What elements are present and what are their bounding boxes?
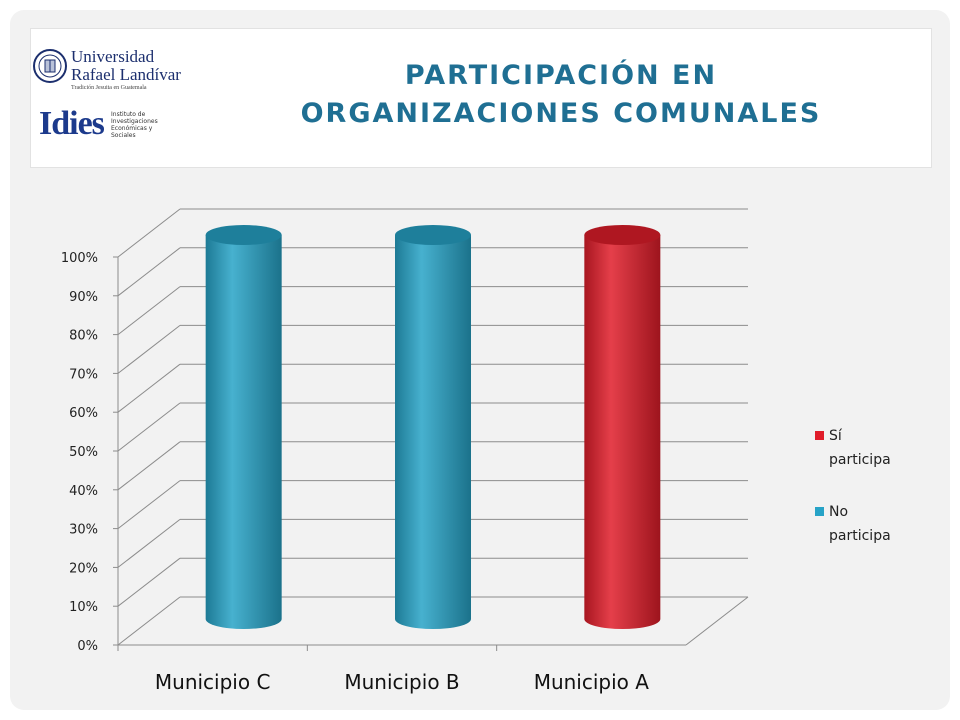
university-seal-icon	[33, 49, 67, 83]
y-tick-label: 80%	[69, 329, 98, 344]
legend-label-line2: participa	[829, 452, 891, 468]
legend-swatch	[815, 431, 824, 440]
idies-wordmark: Idies	[39, 105, 105, 142]
bar-top	[584, 225, 661, 245]
bar-municipio-c	[205, 225, 282, 629]
bar-municipio-b	[395, 225, 471, 629]
slide-title-line1: PARTICIPACIÓN EN	[404, 60, 718, 91]
y-tick-label: 10%	[69, 600, 98, 615]
bar-body	[584, 235, 661, 629]
gridline-100%	[117, 208, 748, 258]
bar-body	[205, 235, 282, 629]
x-tick-label: Municipio B	[344, 670, 459, 694]
legend-label-line1: No	[829, 504, 848, 520]
floor-right-edge	[685, 596, 749, 646]
universidad-logo: Universidad Rafael Landívar Tradición Je…	[33, 43, 181, 93]
slide-title-line2: ORGANIZACIONES COMUNALES	[300, 98, 822, 129]
gridline-depth	[117, 286, 181, 335]
y-tick-label: 70%	[69, 367, 98, 382]
gridline-depth	[117, 480, 181, 529]
gridline-depth	[117, 596, 181, 646]
gridline-depth	[117, 441, 181, 491]
bar-body	[395, 235, 471, 629]
gridline-depth	[117, 247, 181, 297]
gridline-depth	[117, 363, 181, 413]
legend-label-line2: participa	[829, 528, 891, 544]
legend-item-no-participa: No participa	[815, 504, 891, 544]
idies-subtitle: Instituto de Investigaciones Económicas …	[111, 111, 158, 139]
gridline-depth	[117, 325, 181, 374]
y-tick-label: 30%	[69, 523, 98, 538]
legend-label-line1: Sí	[829, 428, 843, 444]
y-tick-label: 90%	[69, 290, 98, 305]
gridline-depth	[117, 402, 181, 452]
logo-area: Universidad Rafael Landívar Tradición Je…	[33, 43, 181, 153]
y-tick-label: 60%	[69, 406, 98, 421]
university-name-line1: Universidad	[71, 47, 155, 66]
y-tick-label: 0%	[77, 639, 98, 654]
university-name-line2: Rafael Landívar	[71, 65, 181, 84]
legend-item-si-participa: Sí participa	[815, 428, 891, 468]
bar-top	[205, 225, 282, 245]
header-panel: Universidad Rafael Landívar Tradición Je…	[30, 28, 932, 168]
bar-municipio-a	[584, 225, 661, 629]
y-tick-label: 100%	[61, 251, 98, 266]
university-tagline: Tradición Jesuita en Guatemala	[71, 85, 147, 91]
legend-swatch	[815, 507, 824, 516]
idies-logo: Idies Instituto de Investigaciones Econó…	[39, 105, 169, 149]
y-tick-label: 40%	[69, 484, 98, 499]
y-tick-label: 20%	[69, 561, 98, 576]
x-tick-label: Municipio C	[155, 670, 271, 694]
gridline-depth	[117, 208, 181, 258]
bar-top	[395, 225, 471, 245]
y-tick-label: 50%	[69, 445, 98, 460]
x-tick-label: Municipio A	[534, 670, 650, 694]
gridline-depth	[117, 557, 181, 607]
slide-title: PARTICIPACIÓN EN ORGANIZACIONES COMUNALE…	[221, 57, 901, 133]
gridline-depth	[117, 519, 181, 568]
